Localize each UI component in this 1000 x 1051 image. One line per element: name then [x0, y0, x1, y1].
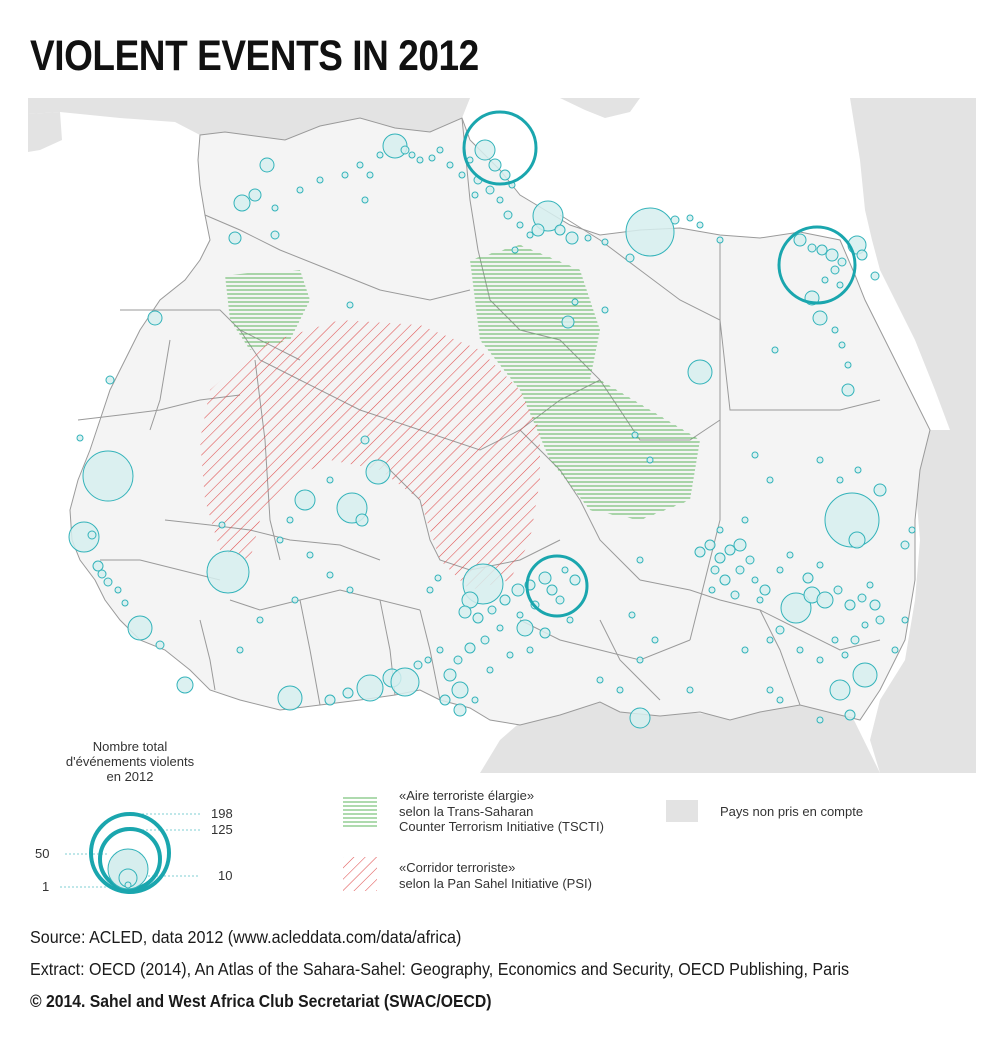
size-legend-title: Nombre total d'événements violents en 20…	[40, 739, 220, 784]
size-legend-title-line: en 2012	[106, 769, 154, 784]
map-area	[28, 98, 976, 773]
highlight-rings	[462, 110, 857, 618]
psi-legend-label: «Corridor terroriste» selon la Pan Sahel…	[399, 860, 592, 891]
excluded-swatch	[666, 800, 698, 822]
legend-value-10: 10	[218, 868, 233, 883]
excluded-legend-label: Pays non pris en compte	[720, 804, 864, 819]
event-markers	[68, 133, 916, 729]
legend-value-198: 198	[211, 806, 233, 821]
source-credit: Source: ACLED, data 2012 (www.acleddata.…	[30, 927, 462, 947]
tscti-legend-line: «Aire terroriste élargie»	[399, 788, 535, 803]
size-legend-title-line: Nombre total	[92, 739, 168, 754]
tscti-legend-label: «Aire terroriste élargie» selon la Trans…	[399, 788, 604, 835]
tscti-zone	[225, 245, 700, 520]
tscti-swatch	[343, 795, 377, 829]
page-title: VIOLENT EVENTS IN 2012	[30, 32, 479, 80]
size-legend-title-line: d'événements violents	[65, 754, 195, 769]
tscti-legend-line: selon la Trans-Saharan	[399, 803, 534, 819]
tscti-legend-line: Counter Terrorism Initiative (TSCTI)	[399, 819, 604, 834]
extract-credit: Extract: OECD (2014), An Atlas of the Sa…	[30, 959, 850, 979]
psi-legend-line: «Corridor terroriste»	[399, 860, 516, 875]
size-legend-graphic	[60, 812, 200, 894]
legend-circle-198	[89, 812, 171, 894]
psi-legend-line: selon la Pan Sahel Initiative (PSI)	[399, 875, 592, 891]
copyright-notice: © 2014. Sahel and West Africa Club Secre…	[30, 991, 492, 1011]
psi-swatch	[343, 857, 377, 891]
legend-circle-1	[124, 881, 132, 889]
psi-zone	[200, 320, 540, 590]
legend-value-1: 1	[42, 879, 50, 894]
legend-value-125: 125	[211, 822, 233, 837]
legend-value-50: 50	[35, 846, 50, 861]
excluded-countries	[28, 98, 976, 773]
